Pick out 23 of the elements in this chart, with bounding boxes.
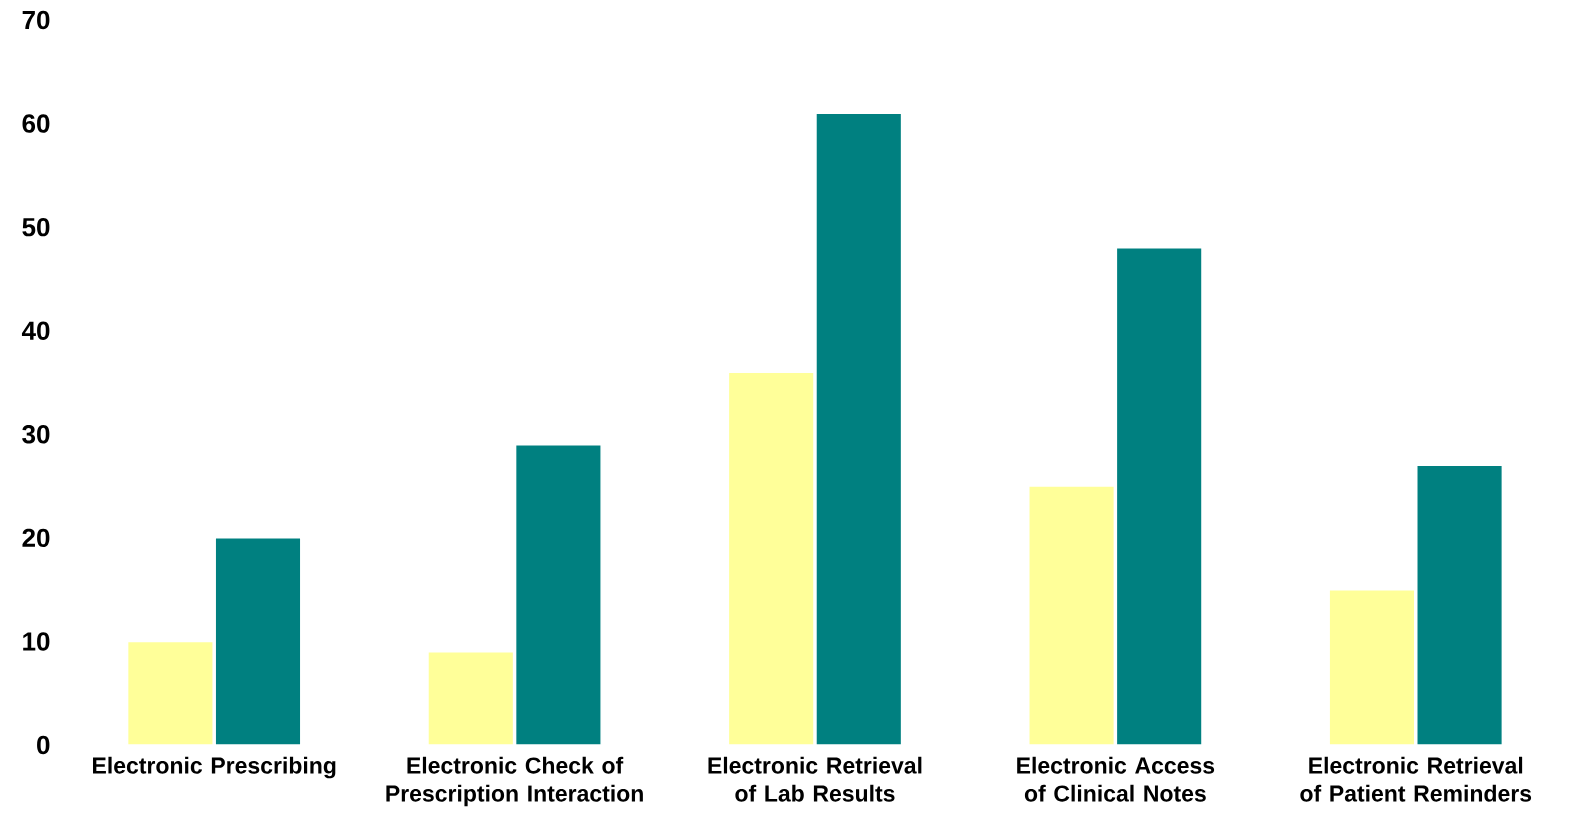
bar bbox=[1416, 464, 1504, 745]
bar bbox=[514, 443, 602, 745]
bar bbox=[126, 640, 214, 745]
bar bbox=[1028, 485, 1116, 745]
y-tick-label: 20 bbox=[22, 528, 50, 548]
y-tick-label: 30 bbox=[22, 425, 50, 444]
y-tick-label: 40 bbox=[21, 321, 50, 340]
x-tick-label: Electronic Access of Clinical Notes bbox=[1017, 756, 1215, 802]
y-tick-label: 50 bbox=[22, 217, 50, 237]
bar bbox=[1328, 588, 1416, 745]
x-tick-label: Electronic Retrieval of Patient Reminders bbox=[1300, 756, 1532, 802]
y-tick-label: 0 bbox=[37, 735, 50, 755]
y-tick-label: 10 bbox=[23, 632, 50, 651]
bar bbox=[727, 371, 815, 745]
bar bbox=[214, 537, 302, 745]
bar bbox=[1115, 247, 1203, 745]
bar bbox=[427, 651, 515, 745]
x-tick-label: Electronic Prescribing bbox=[93, 756, 336, 779]
y-tick-label: 60 bbox=[22, 114, 50, 133]
y-tick-label: 70 bbox=[22, 10, 50, 30]
bar bbox=[815, 112, 903, 745]
x-tick-label: Electronic Check of Prescription Interaction bbox=[386, 756, 643, 807]
x-tick-label: Electronic Retrieval of Lab Results bbox=[708, 756, 922, 802]
